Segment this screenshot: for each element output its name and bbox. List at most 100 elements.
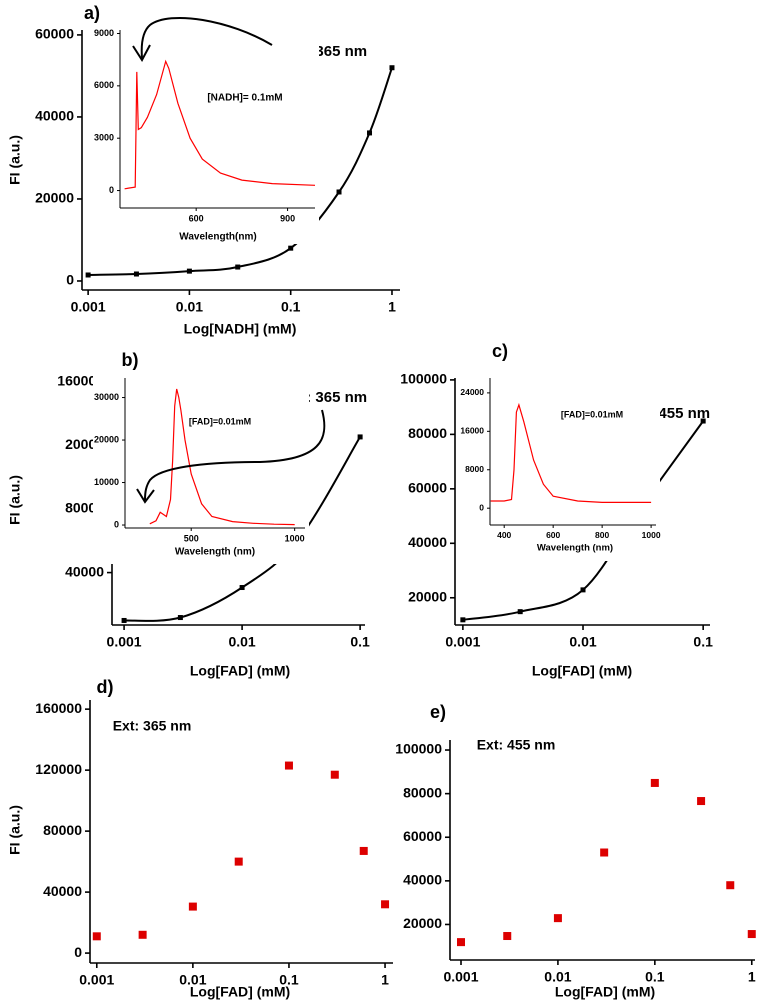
y-tick-label: 40000 [43, 883, 82, 899]
data-point [553, 914, 562, 923]
x-tick-label: 0.001 [445, 633, 480, 649]
data-point [330, 770, 339, 779]
y-axis-label: FI (a.u.) [7, 135, 23, 185]
y-tick-label: 16000 [460, 426, 484, 436]
arrowhead [136, 488, 155, 504]
y-tick-label: 20000 [408, 588, 447, 604]
data-point [85, 272, 91, 278]
data-point [359, 846, 368, 855]
x-tick-label: 1000 [285, 533, 305, 543]
x-axis-label: Wavelength (nm) [175, 547, 255, 558]
y-tick-label: 6000 [94, 80, 114, 90]
y-tick-label: 10000 [94, 477, 119, 487]
data-point [188, 902, 197, 911]
data-point [186, 268, 192, 274]
x-tick-label: 500 [184, 533, 199, 543]
y-tick-label: 8000 [465, 464, 484, 474]
y-tick-label: 20000 [403, 915, 442, 931]
data-point [517, 609, 523, 615]
data-point [460, 617, 466, 623]
x-tick-label: 0.01 [228, 633, 255, 649]
data-point [234, 857, 243, 866]
x-axis-label: Log[NADH] (mM) [184, 321, 297, 337]
y-tick-label: 0 [114, 519, 119, 529]
data-point [389, 65, 395, 71]
panel-label: e) [430, 702, 446, 722]
data-point [503, 932, 512, 941]
annotation: Ext: 365 nm [113, 718, 192, 734]
x-axis-label: Log[FAD] (mM) [555, 984, 655, 1000]
x-axis-label: Log[FAD] (mM) [532, 663, 632, 679]
data-point [336, 189, 342, 195]
x-tick-label: 0.001 [443, 968, 478, 984]
x-tick-label: 1 [381, 971, 389, 987]
x-tick-label: 0.1 [279, 971, 299, 987]
y-tick-label: 24000 [460, 387, 484, 397]
fit-curve [462, 420, 705, 621]
x-axis-label: Wavelength (nm) [537, 543, 613, 554]
x-tick-label: 0.001 [71, 298, 106, 314]
x-tick-label: 0.01 [544, 968, 571, 984]
fit-curve [124, 436, 361, 622]
panel-label: b) [122, 350, 139, 370]
panel-label: d) [97, 677, 114, 697]
x-tick-label: 800 [595, 530, 609, 540]
y-tick-label: 80000 [403, 784, 442, 800]
spectrum [124, 59, 316, 190]
y-tick-label: 40000 [408, 534, 447, 550]
data-point [121, 617, 127, 623]
data-point [381, 900, 390, 909]
x-tick-label: 400 [497, 530, 511, 540]
annotation: [NADH]= 0.1mM [207, 93, 282, 104]
data-point [288, 245, 294, 251]
y-tick-label: 20000 [94, 434, 119, 444]
y-tick-label: 0 [479, 502, 484, 512]
data-point [235, 264, 241, 270]
arrowhead [132, 44, 151, 62]
annotation: [FAD]=0.01mM [561, 409, 623, 419]
y-tick-label: 80000 [43, 822, 82, 838]
y-tick-label: 60000 [35, 26, 74, 42]
y-tick-label: 160000 [35, 700, 82, 716]
x-tick-label: 0.1 [350, 633, 370, 649]
annotation: [FAD]=0.01mM [189, 416, 251, 426]
panel-label: a) [84, 3, 100, 23]
y-tick-label: 60000 [403, 828, 442, 844]
x-tick-label: 600 [546, 530, 560, 540]
x-tick-label: 0.01 [569, 633, 596, 649]
y-tick-label: 20000 [35, 190, 74, 206]
y-tick-label: 40000 [403, 872, 442, 888]
y-tick-label: 100000 [400, 371, 447, 387]
data-point [367, 130, 373, 136]
data-point [650, 778, 659, 787]
inset: 0 3000 6000 9000 600 900 Wavelength(nm) [NADH]=… [88, 28, 319, 244]
data-point [580, 587, 586, 593]
y-tick-label: 0 [66, 272, 74, 288]
inset-background [458, 376, 660, 561]
y-tick-label: 100000 [395, 741, 442, 757]
x-tick-label: 0.1 [645, 968, 665, 984]
x-axis-label: Wavelength(nm) [179, 232, 256, 243]
data-point [457, 938, 466, 947]
x-tick-label: 900 [280, 213, 295, 223]
panel: 20000 40000 60000 80000 100000 0.001 0.01 0.1 1 e… [395, 702, 756, 1000]
x-axis-label: Log[FAD] (mM) [190, 984, 290, 1000]
x-tick-label: 0.1 [281, 298, 301, 314]
data-point [92, 932, 101, 941]
x-tick-label: 1000 [642, 530, 661, 540]
y-tick-label: 0 [74, 944, 82, 960]
y-tick-label: 60000 [408, 480, 447, 496]
arrow [144, 409, 326, 501]
data-point [133, 271, 139, 277]
y-tick-label: 30000 [94, 392, 119, 402]
x-tick-label: 0.001 [79, 971, 114, 987]
inset-background [93, 376, 309, 564]
data-point [177, 615, 183, 621]
data-point [284, 761, 293, 770]
y-axis-label: FI (a.u.) [7, 475, 23, 525]
data-point [726, 881, 735, 890]
y-axis-label: FI (a.u.) [7, 805, 23, 855]
arrow [140, 16, 273, 59]
